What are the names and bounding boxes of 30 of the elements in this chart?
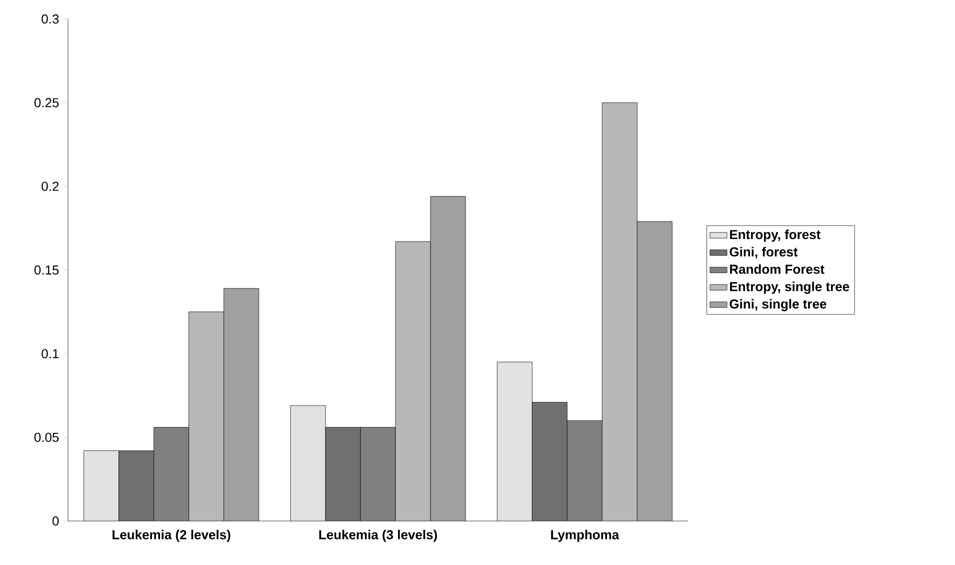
bar xyxy=(566,420,602,521)
x-tick-label: Lymphoma xyxy=(551,530,620,542)
x-tick-label: Leukemia (3 levels) xyxy=(319,530,437,542)
bar xyxy=(290,406,326,521)
legend-label: Gini, forest xyxy=(730,246,798,258)
bar xyxy=(188,312,224,521)
legend-label: Entropy, single tree xyxy=(730,282,850,294)
bar xyxy=(360,427,396,521)
y-tick-label: 0.15 xyxy=(34,265,59,275)
y-tick-label: 0.05 xyxy=(34,432,59,442)
bar xyxy=(224,288,259,521)
legend-label: Random Forest xyxy=(730,264,824,274)
bar xyxy=(430,196,466,521)
legend-label: Entropy, forest xyxy=(730,230,821,242)
x-tick-label: Leukemia (2 levels) xyxy=(112,530,230,542)
legend-label: Gini, single tree xyxy=(730,299,826,312)
y-tick-label: 0.1 xyxy=(42,349,59,358)
bar xyxy=(84,450,119,521)
y-tick-label: 0.2 xyxy=(42,182,59,191)
y-tick-label: 0.3 xyxy=(42,14,59,24)
y-tick-label: 0 xyxy=(52,516,59,526)
bar xyxy=(602,102,638,521)
bar xyxy=(326,427,360,521)
bar xyxy=(496,362,532,521)
bar xyxy=(396,242,431,521)
bar xyxy=(636,221,672,521)
bar xyxy=(154,427,189,521)
y-tick-label: 0.25 xyxy=(34,98,59,108)
bar xyxy=(118,450,154,521)
bar xyxy=(532,402,568,521)
